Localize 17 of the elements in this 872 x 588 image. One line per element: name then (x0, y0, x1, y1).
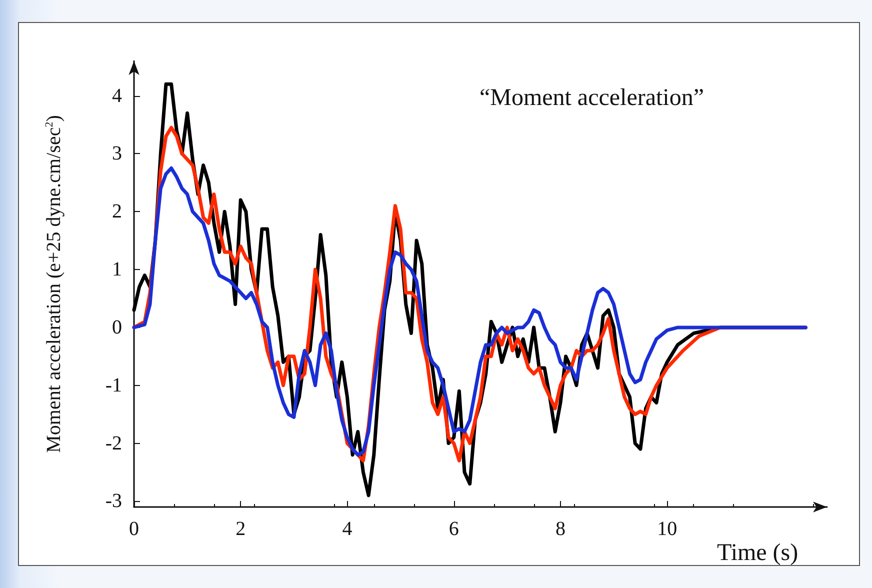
y-tick-label: -3 (105, 490, 122, 512)
x-tick-label: 4 (342, 518, 352, 540)
y-tick-label: 2 (112, 200, 122, 223)
x-tick-label: 2 (236, 518, 246, 540)
x-tick-label: 0 (129, 518, 139, 540)
y-tick-label: 1 (112, 258, 122, 281)
x-tick-label: 8 (555, 518, 566, 540)
y-axis-title: Moment acceleration (e+25 dyne.cm/sec2) (43, 115, 65, 453)
text: “Moment acceleration” (479, 85, 704, 111)
x-tick-label: 10 (657, 518, 678, 540)
y-tick-label: -2 (105, 432, 122, 454)
x-axis-title: Time (s) (717, 540, 798, 566)
y-tick-label: 0 (112, 316, 122, 338)
x-tick-label: 6 (448, 518, 459, 540)
y-tick-label: 4 (112, 84, 122, 107)
y-tick-label: -1 (105, 374, 122, 396)
y-tick-label: 3 (112, 142, 122, 165)
